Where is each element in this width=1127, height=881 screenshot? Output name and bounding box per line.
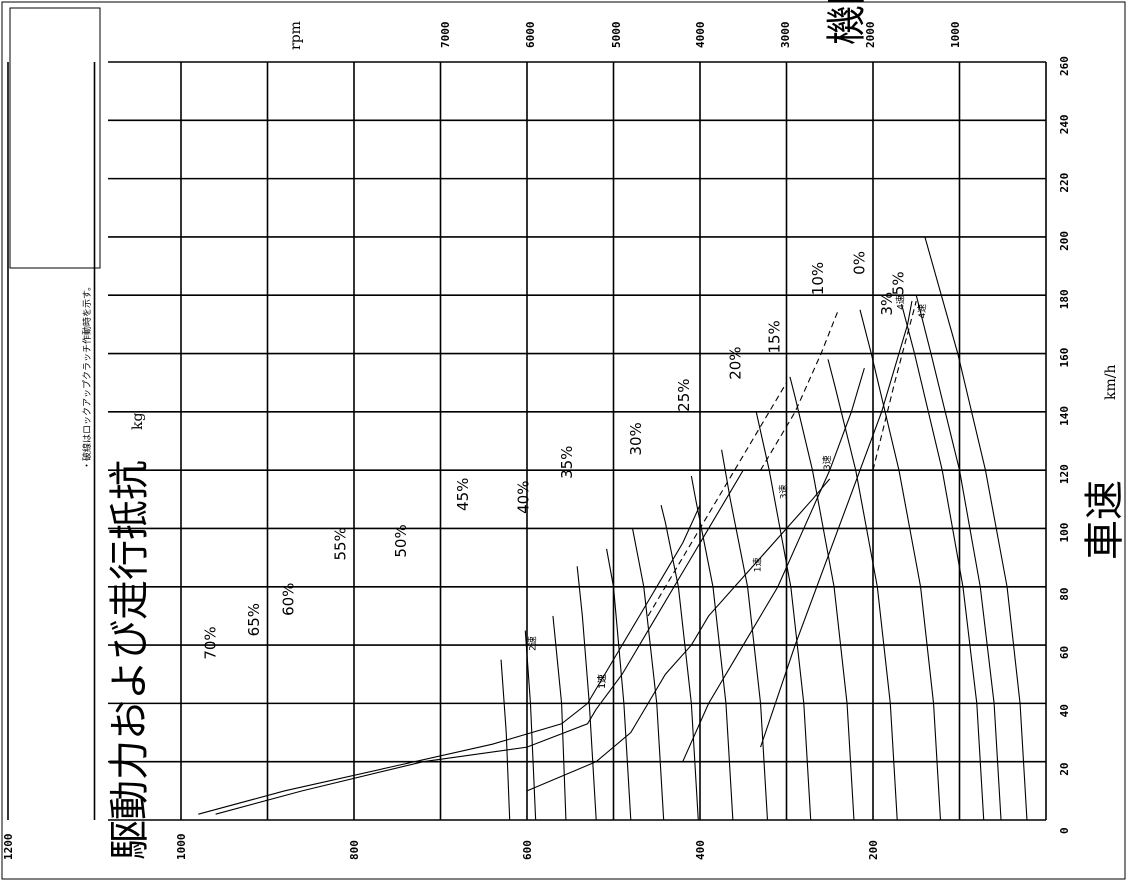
resistance-curve [606, 548, 632, 821]
drive-curve [215, 469, 744, 815]
drive-curve [760, 309, 839, 471]
y-tick-label: 1000 [175, 834, 188, 861]
gear-label: 3速 [779, 485, 790, 500]
grid [7, 61, 1047, 821]
x-tick-label: 160 [1058, 348, 1071, 368]
y-tick-label: 200 [867, 840, 880, 860]
gear-label: 1速 [597, 674, 608, 689]
x-tick-label: 240 [1058, 114, 1071, 134]
x-tick-label: 140 [1058, 406, 1071, 426]
resistance-curve [924, 236, 1028, 821]
x-tick-label: 20 [1058, 762, 1071, 775]
drive-curve [682, 367, 865, 762]
note-text: ・破線はロックアップクラッチ作動時を示す。 [81, 282, 93, 470]
resistance-label: 40% [515, 481, 533, 514]
resistance-label: 50% [392, 524, 410, 557]
resistance-curve [755, 411, 812, 821]
resistance-label: 70% [202, 626, 220, 659]
gear-label: 3速 [822, 455, 833, 470]
gear-label: 1速 [597, 674, 608, 689]
y-tick-label: 400 [694, 840, 707, 860]
x-tick-label: 80 [1058, 588, 1071, 601]
rpm-tick-label: 4000 [694, 22, 707, 49]
resistance-curve [789, 376, 855, 821]
resistance-curve [524, 630, 537, 821]
xunit: km/h [1103, 365, 1119, 401]
ylabel: 駆動力および走行抵抗 [107, 460, 153, 860]
resistance-curves: 0% 3%5% 10% 15% 20% 25% 30% 35% 40% 45% 50% 55% 60% 6… [202, 236, 1028, 821]
resistance-label: 65% [245, 603, 263, 636]
resistance-curve [576, 566, 597, 821]
resistance-label: 30% [627, 422, 645, 455]
drive-curve [647, 382, 787, 617]
y-tick-label: 800 [348, 840, 361, 860]
resistance-curve [859, 309, 942, 821]
gear-label: 4速 [917, 304, 928, 319]
tick-labels: 0 20 40 60 80 100 120 140 160 180 200 220 240 260 200 4… [2, 22, 1071, 861]
gear-label: 2速 [528, 636, 539, 651]
rpm-tick-label: 7000 [439, 22, 452, 49]
x-tick-label: 120 [1058, 464, 1071, 484]
rpm-tick-label: 2000 [864, 22, 877, 49]
x-tick-label: 0 [1058, 827, 1071, 834]
rpm-tick-label: 6000 [524, 22, 537, 49]
resistance-label: 55% [331, 527, 349, 560]
rpm-unit: rpm [288, 21, 304, 50]
x-tick-label: 260 [1058, 56, 1071, 76]
x-tick-label: 60 [1058, 646, 1071, 659]
x-tick-label: 40 [1058, 704, 1071, 717]
x-tick-label: 220 [1058, 173, 1071, 193]
corner-box [9, 7, 101, 269]
resistance-label: 3% [878, 292, 896, 316]
resistance-curve [690, 475, 734, 821]
resistance-label: 15% [766, 320, 784, 353]
resistance-curve [631, 528, 665, 821]
resistance-label: 20% [727, 346, 745, 379]
y-tick-label: 1200 [2, 834, 15, 861]
resistance-curve [660, 505, 699, 821]
rpm-tick-label: 3000 [779, 22, 792, 49]
rpm-tick-label: 1000 [949, 22, 962, 49]
resistance-label: 60% [279, 583, 297, 616]
gear-label: 4速 [895, 295, 906, 310]
resistance-curve [827, 359, 898, 821]
x-tick-label: 200 [1058, 231, 1071, 251]
resistance-label: 0% [850, 251, 868, 275]
resistance-curve [721, 449, 769, 821]
drive-curve [872, 300, 917, 471]
resistance-label: 45% [454, 478, 472, 511]
xlabel: 車速 [1082, 480, 1127, 560]
x-tick-label: 100 [1058, 523, 1071, 543]
x-tick-label: 180 [1058, 289, 1071, 309]
resistance-label: 25% [675, 379, 693, 412]
resistance-curve [915, 295, 1002, 821]
resistance-label: 10% [809, 262, 827, 295]
yunit: kg [130, 413, 146, 430]
resistance-curve [552, 615, 567, 821]
resistance-label: 5% [889, 271, 907, 295]
gear-label: 1速 [753, 557, 764, 572]
drive-curve [760, 300, 913, 748]
rpm-tick-label: 5000 [610, 22, 623, 49]
y-tick-label: 600 [521, 840, 534, 860]
resistance-curve [901, 303, 985, 821]
resistance-curve [500, 659, 511, 821]
rpm-label: 機関回転数 [824, 0, 870, 45]
drive-curve [526, 478, 831, 792]
drive-curve [198, 504, 701, 815]
resistance-label: 35% [558, 446, 576, 479]
